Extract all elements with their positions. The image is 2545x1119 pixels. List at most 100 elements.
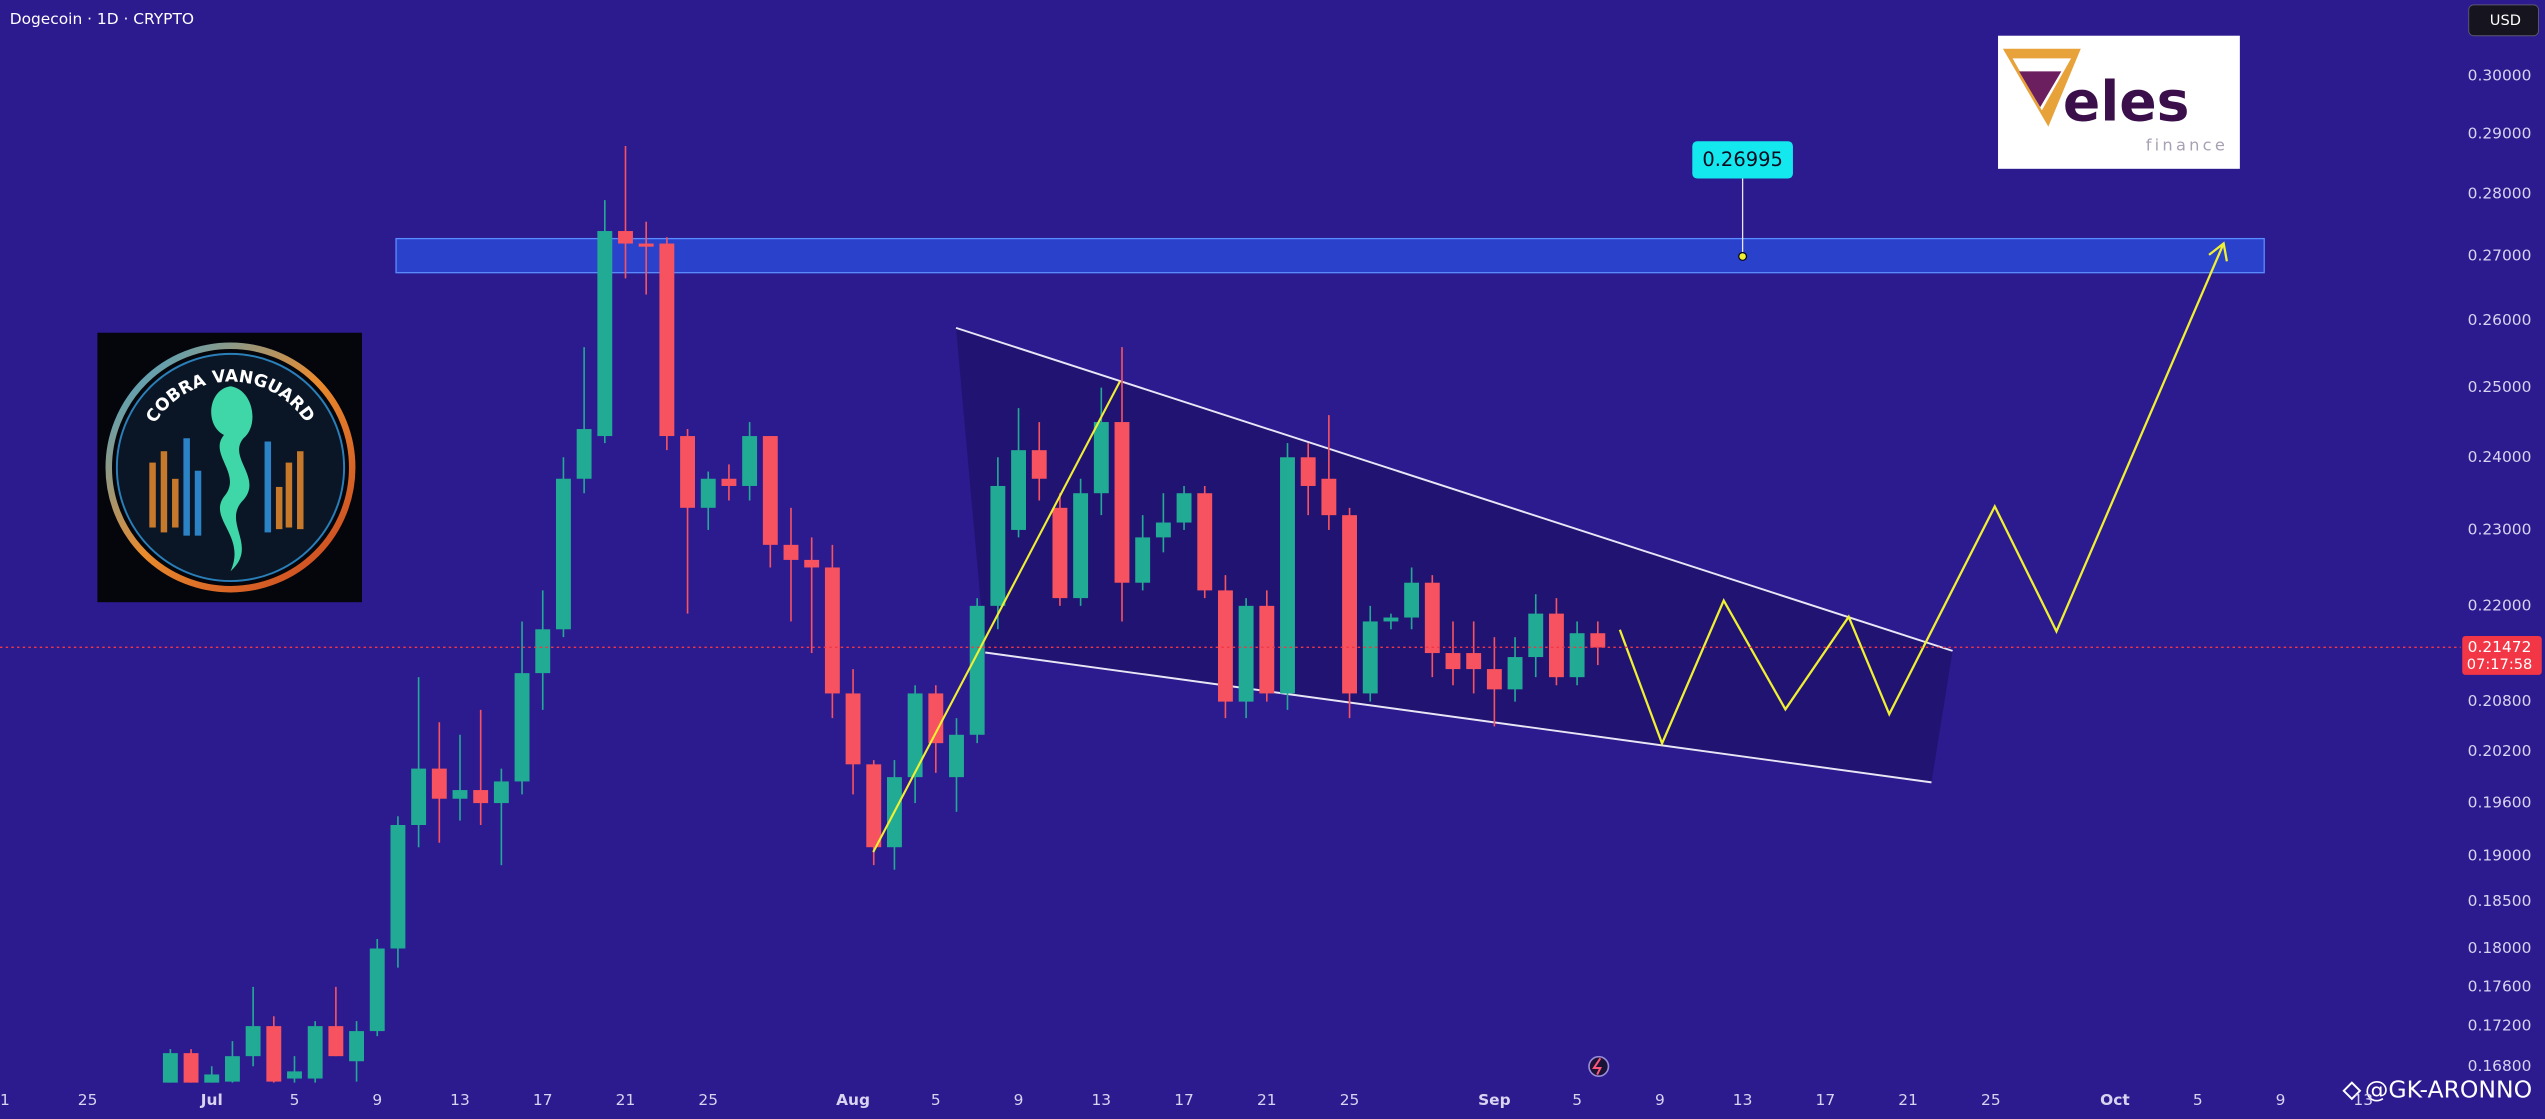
candle-body: [824, 567, 840, 694]
x-tick-label: 25: [1340, 1091, 1360, 1109]
candle-body: [1176, 493, 1192, 523]
y-tick-label: 0.20800: [2468, 692, 2532, 710]
candle-body: [287, 1071, 302, 1079]
annotation-label: 0.26995: [1702, 148, 1783, 171]
y-tick-label: 0.18500: [2468, 892, 2532, 910]
currency-button[interactable]: [2468, 4, 2539, 37]
x-tick-label: Jul: [200, 1091, 223, 1109]
x-tick-label: 25: [1981, 1091, 2001, 1109]
candle-body: [1590, 633, 1606, 648]
x-tick-label: 21: [616, 1091, 636, 1109]
currency-label[interactable]: USD: [2490, 12, 2521, 29]
candle-body: [928, 693, 944, 744]
candle-body: [369, 948, 385, 1032]
countdown-label: 07:17:58: [2467, 656, 2533, 673]
x-tick-label: 13: [1733, 1091, 1753, 1109]
candle-body: [328, 1026, 344, 1057]
x-tick-label: Oct: [2100, 1091, 2130, 1109]
candle-body: [266, 1026, 282, 1082]
projection-path: [1618, 243, 2225, 747]
candle-body: [783, 544, 799, 560]
candle-body: [1135, 537, 1151, 583]
candle-body: [1031, 450, 1047, 479]
event-icon-bolt: [1592, 1057, 1602, 1075]
candle-body: [700, 478, 716, 508]
candle-body: [1424, 582, 1440, 654]
wedge-lower: [985, 651, 1932, 784]
x-tick-label: Sep: [1478, 1091, 1511, 1109]
y-tick-label: 0.30000: [2468, 67, 2532, 85]
y-tick-label: 0.18000: [2468, 939, 2532, 957]
x-tick-label: 1: [0, 1091, 10, 1109]
wedge-fill: [955, 327, 1953, 783]
y-tick-label: 0.24000: [2468, 448, 2532, 466]
candle-body: [949, 734, 964, 778]
x-tick-label: 21: [1257, 1091, 1277, 1109]
projection-arrow: [2208, 241, 2228, 262]
x-tick-label: 9: [1655, 1091, 1665, 1109]
candle-body: [349, 1031, 365, 1062]
x-tick-label: 25: [78, 1091, 98, 1109]
candle-body: [1486, 669, 1502, 690]
y-tick-label: 0.16800: [2468, 1057, 2532, 1075]
candle-body: [514, 673, 530, 782]
trend-line: [872, 380, 1121, 853]
candle-body: [576, 429, 592, 479]
candle-body: [1569, 633, 1585, 678]
x-tick-label: 21: [1898, 1091, 1918, 1109]
x-tick-label: Aug: [836, 1091, 870, 1109]
x-tick-label: 13: [450, 1091, 470, 1109]
candle-body: [1300, 457, 1316, 486]
candle-body: [535, 629, 551, 674]
candle-body: [1528, 613, 1544, 658]
candle-body: [1052, 507, 1068, 599]
y-tick-label: 0.29000: [2468, 125, 2532, 143]
candle-body: [866, 764, 882, 848]
candle-body: [1362, 621, 1378, 694]
candle-body: [597, 231, 613, 437]
x-tick-label: 9: [372, 1091, 382, 1109]
candle-body: [1342, 515, 1358, 694]
candle-body: [1548, 613, 1564, 678]
candle-body: [907, 693, 923, 778]
candle-body: [183, 1053, 199, 1083]
candle-body: [1445, 653, 1461, 670]
candles: [162, 145, 1606, 1083]
y-tick-label: 0.17200: [2468, 1017, 2532, 1035]
candle-body: [1155, 522, 1171, 538]
candle-body: [452, 790, 468, 799]
candle-body: [493, 781, 509, 804]
veles-logo: eles finance: [1998, 35, 2240, 169]
candle-body: [411, 768, 427, 826]
candle-body: [845, 693, 861, 765]
candle-body: [1259, 605, 1275, 694]
x-tick-label: 17: [1174, 1091, 1194, 1109]
x-tick-label: 25: [698, 1091, 718, 1109]
candle-body: [1238, 605, 1254, 702]
x-tick-label: 17: [1816, 1091, 1836, 1109]
candle-body: [1404, 582, 1420, 618]
resistance-zone: [395, 237, 2265, 274]
candle-body: [680, 436, 696, 508]
x-tick-label: 9: [2276, 1091, 2286, 1109]
watermark: @GK-ARONNO: [2365, 1075, 2532, 1103]
candle-body: [473, 790, 489, 804]
y-tick-label: 0.25000: [2468, 378, 2532, 396]
candle-body: [307, 1026, 323, 1079]
cobra-logo: COBRA VANGUARD: [97, 332, 362, 603]
event-icon[interactable]: [1588, 1055, 1610, 1077]
candle-body: [1197, 493, 1213, 591]
y-tick-label: 0.19000: [2468, 847, 2532, 865]
y-tick-label: 0.23000: [2468, 520, 2532, 538]
x-tick-label: 5: [2193, 1091, 2203, 1109]
last-price-label: 0.21472: [2468, 638, 2532, 656]
candle-body: [618, 231, 633, 244]
candle-body: [721, 478, 737, 486]
candle-body: [990, 485, 1006, 606]
candle-body: [431, 768, 447, 799]
x-tick-label: 13: [2353, 1091, 2373, 1109]
candle-body: [1507, 657, 1523, 690]
candle-body: [555, 478, 571, 630]
